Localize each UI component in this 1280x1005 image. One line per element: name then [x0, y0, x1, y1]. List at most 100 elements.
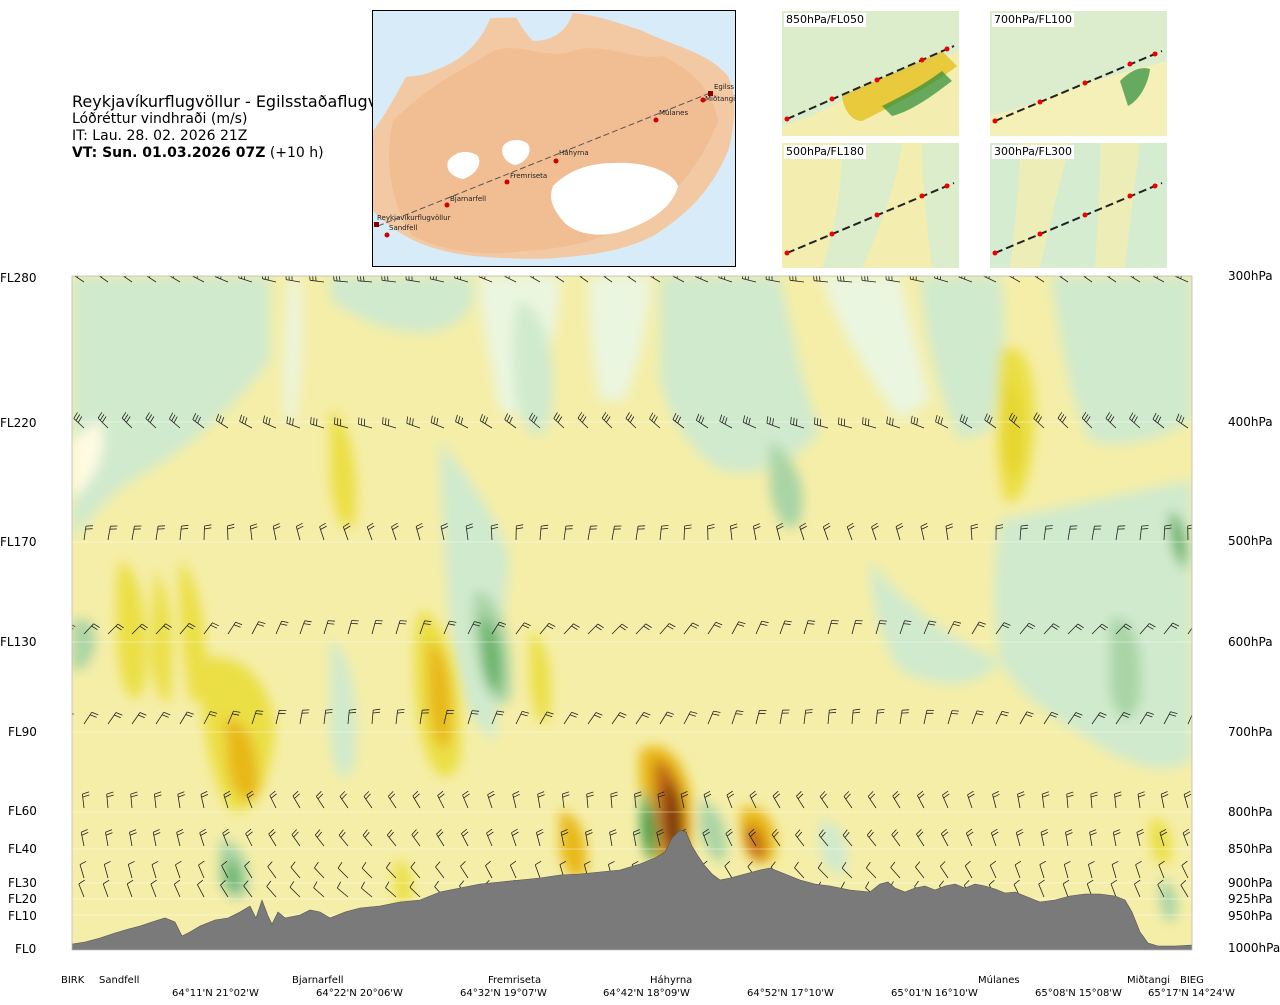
wind-barb	[155, 711, 171, 725]
wind-barb	[268, 829, 277, 847]
wind-barb	[748, 828, 757, 847]
x-waypoint-sandfell: Sandfell	[99, 975, 140, 986]
wind-barb	[923, 709, 934, 725]
wind-barb	[910, 415, 925, 429]
wind-barb	[1058, 276, 1069, 283]
wind-barb	[1008, 276, 1021, 283]
wind-barb	[554, 276, 565, 283]
y-left-tick: FL30	[8, 876, 37, 890]
wind-barb	[659, 525, 669, 541]
wind-barb	[371, 620, 383, 635]
wind-barb	[419, 620, 432, 635]
route-map: Reykjavíkurflugvöllur Sandfell Bjarnarfe…	[372, 10, 736, 267]
wind-barb	[309, 276, 325, 283]
wind-barb	[129, 829, 137, 847]
wind-barb	[563, 623, 580, 635]
wind-barb	[485, 860, 493, 879]
wind-barb	[707, 524, 715, 541]
wind-barb	[221, 860, 229, 879]
wind-barb	[333, 276, 349, 283]
wind-barb	[1112, 829, 1121, 847]
wind-barb	[82, 791, 90, 809]
wind-barb	[72, 713, 74, 718]
wind-barb	[731, 621, 746, 635]
wind-barb	[1008, 412, 1021, 429]
wind-barb	[776, 522, 784, 541]
wind-barb	[361, 861, 373, 879]
wind-barb	[992, 791, 1000, 809]
wind-barb	[313, 881, 325, 898]
wind-barb	[292, 790, 301, 809]
wind-barb	[358, 417, 373, 429]
wind-barb	[266, 880, 277, 898]
wind-barb	[509, 860, 517, 879]
wind-barb	[269, 790, 277, 809]
y-right-tick: 500hPa	[1228, 534, 1273, 548]
y-left-tick: FL20	[8, 892, 37, 906]
wind-barb	[971, 710, 984, 725]
wind-barb	[315, 791, 325, 809]
wind-barb	[512, 791, 520, 809]
route-title: Reykjavíkurflugvöllur - Egilsstaðaflugvö…	[72, 92, 413, 111]
wind-barb	[1152, 412, 1165, 429]
wind-barb	[909, 276, 925, 283]
x-coordinate: 64°11'N 21°02'W	[172, 988, 259, 999]
wind-barb	[813, 276, 829, 283]
wind-barb	[155, 525, 166, 541]
wind-barb	[1115, 525, 1126, 541]
lead-time: (+10 h)	[269, 145, 324, 161]
wind-barb	[105, 829, 113, 847]
wind-barb	[923, 620, 937, 635]
wind-barb	[984, 413, 997, 429]
wind-barb	[577, 412, 589, 429]
wind-barb	[1134, 879, 1141, 898]
wind-barb	[103, 860, 111, 879]
wind-barb	[290, 861, 301, 879]
wind-barb	[819, 791, 829, 809]
wind-barb	[585, 829, 593, 847]
wind-barb	[1066, 791, 1074, 809]
wind-barb	[220, 880, 229, 898]
wind-barb	[486, 828, 494, 847]
wind-barb	[1089, 829, 1097, 847]
wind-barb	[1041, 791, 1050, 809]
map-label-bjarnarfell: Bjarnarfell	[450, 195, 486, 203]
wind-barb	[391, 522, 399, 541]
wind-barb	[314, 829, 325, 847]
wind-barb	[742, 415, 757, 429]
wind-barb	[790, 416, 805, 429]
wind-barb	[291, 829, 301, 847]
inset-700hpa-svg	[990, 11, 1167, 136]
wind-barb	[150, 879, 157, 898]
wind-barb	[719, 414, 733, 429]
wind-barb	[865, 861, 877, 879]
wind-barb	[1174, 276, 1189, 283]
wind-barb	[454, 276, 469, 283]
wind-barb	[310, 416, 325, 429]
wind-barb	[971, 621, 986, 635]
wind-barb	[611, 712, 627, 725]
wind-barb	[409, 881, 421, 898]
wind-barb	[862, 417, 877, 429]
wind-barb	[49, 413, 60, 428]
wind-barb	[843, 791, 853, 809]
wind-barb	[347, 620, 359, 635]
inset-300hpa-label: 300hPa/FL300	[992, 145, 1075, 159]
y-left-tick: FL0	[15, 942, 37, 956]
wind-barb	[934, 276, 949, 283]
wind-barb	[916, 829, 925, 847]
wind-barb	[223, 790, 231, 809]
wind-barb	[48, 268, 60, 282]
wind-barb	[363, 791, 373, 809]
wind-barb	[239, 414, 253, 429]
wind-barb	[983, 276, 997, 283]
wind-barb	[215, 413, 229, 429]
wind-barb	[381, 276, 397, 283]
wind-barb	[587, 623, 604, 635]
wind-barb	[867, 791, 877, 809]
wind-barb	[1135, 860, 1142, 879]
inset-500hpa-label: 500hPa/FL180	[784, 145, 867, 159]
wind-barb	[1139, 711, 1155, 725]
wind-barb	[1081, 411, 1093, 429]
